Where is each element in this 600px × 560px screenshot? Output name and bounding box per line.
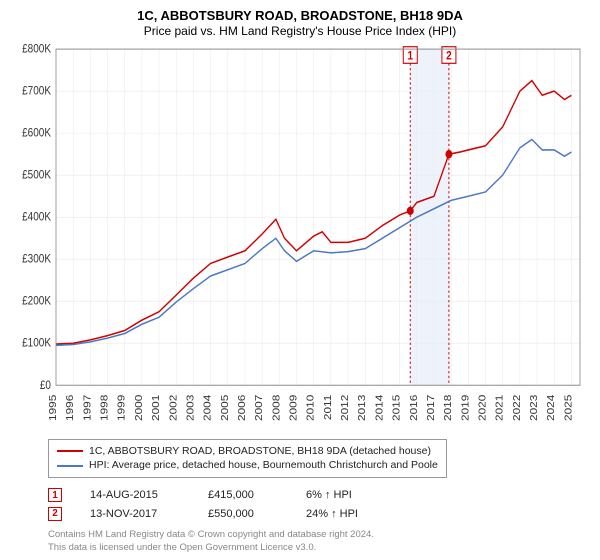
y-tick-label: £500K: [22, 169, 52, 182]
x-tick-label: 2003: [185, 395, 196, 421]
x-tick-label: 2010: [305, 395, 316, 421]
x-tick-label: 2014: [374, 395, 385, 421]
x-tick-label: 2009: [288, 395, 299, 421]
x-tick-label: 1997: [82, 395, 93, 421]
x-tick-label: 2023: [529, 395, 540, 421]
x-tick-label: 2021: [494, 395, 505, 421]
x-tick-label: 2022: [512, 395, 523, 421]
chart-title: 1C, ABBOTSBURY ROAD, BROADSTONE, BH18 9D…: [12, 8, 588, 23]
chart-svg: 1 2 £0 £100K £200K £300K £400K £500K £600K £700K £…: [12, 42, 588, 433]
y-tick-label: £300K: [22, 253, 52, 266]
y-tick-label: £600K: [22, 127, 52, 140]
y-tick-label: £200K: [22, 295, 52, 308]
x-tick-label: 2006: [237, 395, 248, 421]
x-tick-label: 2002: [168, 395, 179, 421]
x-tick-label: 1995: [48, 395, 59, 421]
legend-row: HPI: Average price, detached house, Bour…: [57, 458, 438, 473]
chart-title-block: 1C, ABBOTSBURY ROAD, BROADSTONE, BH18 9D…: [12, 8, 588, 38]
legend-row: 1C, ABBOTSBURY ROAD, BROADSTONE, BH18 9D…: [57, 444, 438, 459]
x-tick-label: 1996: [65, 395, 76, 421]
footer-line-2: This data is licensed under the Open Gov…: [48, 542, 584, 554]
x-tick-label: 2013: [357, 395, 368, 421]
x-tick-label: 2015: [391, 395, 402, 421]
x-tick-label: 2008: [271, 395, 282, 421]
legend-label: 1C, ABBOTSBURY ROAD, BROADSTONE, BH18 9D…: [89, 444, 431, 459]
sale-row: 2 13-NOV-2017 £550,000 24% ↑ HPI: [48, 505, 584, 524]
x-tick-label: 2017: [426, 395, 437, 421]
x-tick-label: 2025: [563, 395, 574, 421]
sale-marker: 2: [48, 507, 62, 521]
sale-point: [445, 150, 452, 158]
x-tick-label: 1998: [99, 395, 110, 421]
x-tick-label: 2007: [254, 395, 265, 421]
chart-subtitle: Price paid vs. HM Land Registry's House …: [12, 24, 588, 38]
sales-table: 1 14-AUG-2015 £415,000 6% ↑ HPI 2 13-NOV-2017…: [48, 486, 584, 523]
y-tick-label: £0: [40, 379, 51, 392]
sale-date: 14-AUG-2015: [90, 486, 180, 505]
legend-swatch: [57, 465, 83, 467]
sale-marker-number: 2: [446, 50, 452, 63]
sale-marker: 1: [48, 488, 62, 502]
x-tick-label: 2012: [340, 395, 351, 421]
sale-marker-number: 1: [407, 50, 413, 63]
y-tick-label: £700K: [22, 85, 52, 98]
sale-date: 13-NOV-2017: [90, 505, 180, 524]
x-tick-label: 2019: [460, 395, 471, 421]
sale-price: £415,000: [208, 486, 278, 505]
x-tick-label: 2000: [134, 395, 145, 421]
x-tick-label: 2005: [220, 395, 231, 421]
sale-price: £550,000: [208, 505, 278, 524]
legend-label: HPI: Average price, detached house, Bour…: [89, 458, 438, 473]
x-tick-label: 2001: [151, 395, 162, 421]
footer-note: Contains HM Land Registry data © Crown c…: [48, 529, 584, 554]
y-tick-label: £800K: [22, 43, 52, 56]
sale-row: 1 14-AUG-2015 £415,000 6% ↑ HPI: [48, 486, 584, 505]
x-tick-label: 2004: [202, 395, 213, 421]
y-tick-label: £400K: [22, 211, 52, 224]
chart-area: 1 2 £0 £100K £200K £300K £400K £500K £600K £700K £…: [12, 42, 588, 433]
footer-line-1: Contains HM Land Registry data © Crown c…: [48, 529, 584, 541]
x-tick-label: 2020: [477, 395, 488, 421]
x-tick-label: 2024: [546, 395, 557, 421]
sale-diff: 6% ↑ HPI: [306, 486, 386, 505]
x-tick-label: 2016: [409, 395, 420, 421]
legend-swatch: [57, 450, 83, 452]
sale-diff: 24% ↑ HPI: [306, 505, 386, 524]
x-tick-label: 2011: [323, 395, 334, 420]
sale-point: [407, 207, 414, 215]
legend: 1C, ABBOTSBURY ROAD, BROADSTONE, BH18 9D…: [48, 439, 447, 478]
x-tick-label: 1999: [117, 395, 128, 421]
x-tick-label: 2018: [443, 395, 454, 421]
y-tick-label: £100K: [22, 337, 52, 350]
